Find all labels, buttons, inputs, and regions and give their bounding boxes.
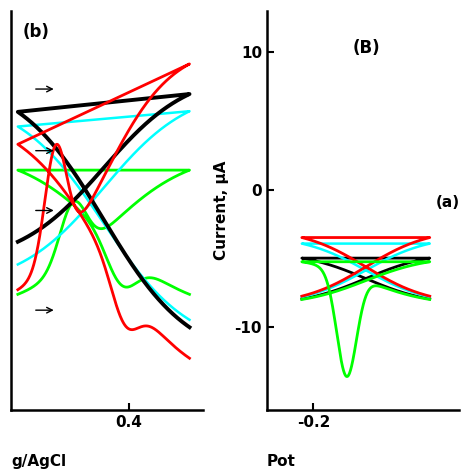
Y-axis label: Current, μA: Current, μA	[214, 161, 229, 260]
Text: (B): (B)	[353, 39, 381, 57]
Text: Pot: Pot	[267, 454, 296, 469]
Text: g/AgCl: g/AgCl	[11, 454, 66, 469]
Text: (a): (a)	[436, 195, 460, 210]
Text: (b): (b)	[23, 23, 49, 41]
